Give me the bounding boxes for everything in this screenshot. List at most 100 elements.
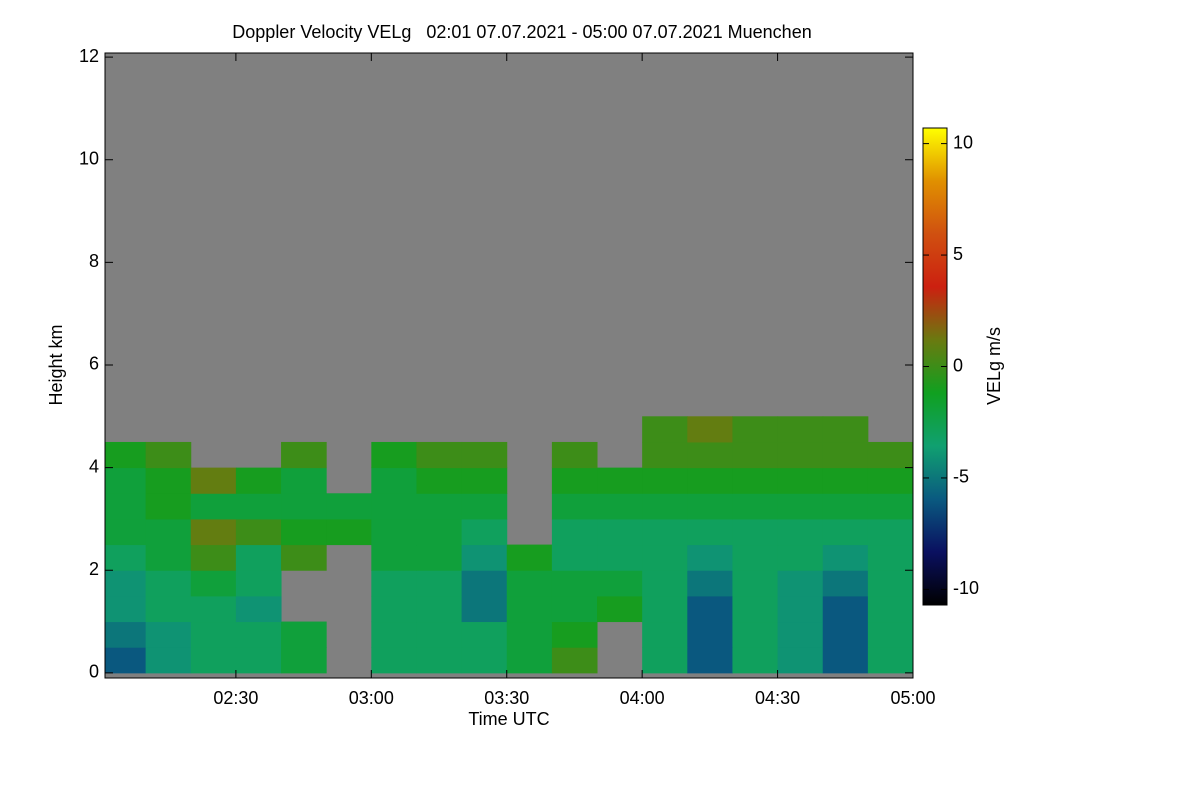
colorbar-tick-label: -10 <box>953 578 979 598</box>
heatmap-cell <box>732 544 779 571</box>
heatmap-cell <box>371 595 417 623</box>
heatmap-cell <box>416 647 463 674</box>
heatmap-cell <box>777 647 824 674</box>
heatmap-cell <box>416 441 463 469</box>
heatmap-cell <box>777 518 824 546</box>
heatmap-cell <box>597 544 643 571</box>
heatmap-cell <box>642 441 688 469</box>
heatmap-cell <box>642 647 688 674</box>
heatmap-cell <box>461 621 508 648</box>
y-tick-label: 6 <box>89 354 99 374</box>
heatmap-cell <box>506 544 553 571</box>
heatmap-cell <box>642 544 688 571</box>
heatmap-cell <box>281 441 327 469</box>
heatmap-cell <box>687 467 733 494</box>
heatmap-cell <box>732 570 779 597</box>
heatmap-cell <box>281 518 327 546</box>
colorbar-tick-label: 5 <box>953 244 963 264</box>
heatmap-cell <box>506 621 553 648</box>
x-axis-title: Time UTC <box>468 709 549 729</box>
heatmap-cell <box>642 493 688 520</box>
heatmap-cell <box>687 544 733 571</box>
heatmap-cell <box>416 621 463 648</box>
colorbar-tick-label: 10 <box>953 132 973 152</box>
heatmap-cell <box>371 621 417 648</box>
heatmap-cell <box>235 570 282 597</box>
y-tick-label: 4 <box>89 456 99 476</box>
heatmap-cell <box>777 544 824 571</box>
heatmap-cell <box>461 595 508 623</box>
heatmap-cell <box>551 518 598 546</box>
heatmap-cell <box>777 621 824 648</box>
heatmap-cell <box>461 493 508 520</box>
heatmap-cell <box>642 595 688 623</box>
heatmap-cell <box>190 570 237 597</box>
heatmap-cell <box>105 621 147 648</box>
heatmap-cell <box>105 570 147 597</box>
heatmap-cell <box>687 416 733 443</box>
heatmap-cell <box>416 467 463 494</box>
heatmap-cell <box>235 621 282 648</box>
heatmap-cell <box>281 467 327 494</box>
y-tick-label: 12 <box>79 46 99 66</box>
heatmap-cell <box>822 595 869 623</box>
heatmap-cell <box>145 441 192 469</box>
heatmap-cell <box>777 595 824 623</box>
heatmap-cell <box>642 518 688 546</box>
heatmap-cell <box>281 647 327 674</box>
heatmap-cell <box>551 544 598 571</box>
heatmap-cell <box>416 518 463 546</box>
heatmap-cell <box>551 647 598 674</box>
colorbar-tick-label: 0 <box>953 355 963 375</box>
heatmap-cell <box>687 621 733 648</box>
heatmap-cell <box>822 493 869 520</box>
heatmap-cell <box>190 647 237 674</box>
heatmap-cell <box>371 647 417 674</box>
heatmap-cell <box>642 416 688 443</box>
heatmap-cell <box>642 621 688 648</box>
y-tick-label: 8 <box>89 251 99 271</box>
heatmap-cell <box>642 467 688 494</box>
heatmap-cell <box>777 441 824 469</box>
heatmap-cell <box>732 441 779 469</box>
heatmap-cell <box>105 441 147 469</box>
chart-title: Doppler Velocity VELg 02:01 07.07.2021 -… <box>232 22 811 42</box>
heatmap-cell <box>145 595 192 623</box>
heatmap-cell <box>105 493 147 520</box>
heatmap-cell <box>732 647 779 674</box>
heatmap-cell <box>371 467 417 494</box>
heatmap-cell <box>777 570 824 597</box>
heatmap-cell <box>190 467 237 494</box>
heatmap-cell <box>867 570 914 597</box>
y-tick-label: 10 <box>79 148 99 168</box>
heatmap-cell <box>732 621 779 648</box>
heatmap-cell <box>190 518 237 546</box>
heatmap-cell <box>822 570 869 597</box>
heatmap-cell <box>326 518 372 546</box>
heatmap-cell <box>461 647 508 674</box>
heatmap-cell <box>145 647 192 674</box>
heatmap-cell <box>371 493 417 520</box>
heatmap-cell <box>235 544 282 571</box>
heatmap-cell <box>551 467 598 494</box>
heatmap-cell <box>105 467 147 494</box>
heatmap-cell <box>145 518 192 546</box>
heatmap-cell <box>551 441 598 469</box>
heatmap-cell <box>822 518 869 546</box>
plot-frame <box>104 52 914 679</box>
heatmap-cell <box>145 544 192 571</box>
heatmap-cell <box>597 518 643 546</box>
heatmap-cell <box>687 441 733 469</box>
colorbar-tick-label: -5 <box>953 467 969 487</box>
heatmap-cell <box>687 595 733 623</box>
heatmap-cell <box>105 544 147 571</box>
heatmap-cell <box>235 493 282 520</box>
heatmap-cell <box>551 621 598 648</box>
heatmap-cell <box>551 595 598 623</box>
heatmap-cell <box>687 570 733 597</box>
heatmap-cell <box>416 595 463 623</box>
heatmap-cell <box>145 621 192 648</box>
heatmap-cell <box>281 621 327 648</box>
heatmap-cell <box>145 467 192 494</box>
heatmap-cell <box>867 544 914 571</box>
